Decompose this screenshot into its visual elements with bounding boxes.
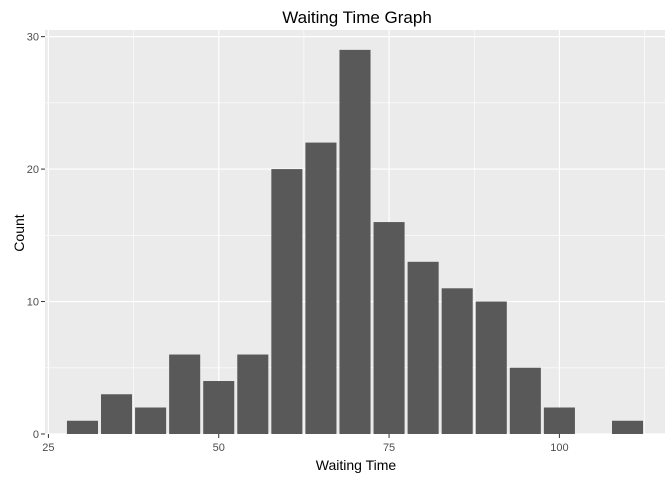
x-axis-title: Waiting Time xyxy=(316,457,397,473)
y-axis: 0 10 20 30 xyxy=(27,32,45,441)
bar xyxy=(135,407,167,434)
chart-title: Waiting Time Graph xyxy=(282,8,432,27)
y-tick-label: 0 xyxy=(33,429,39,441)
bar xyxy=(407,261,439,434)
bar xyxy=(203,381,235,434)
y-tick-label: 10 xyxy=(27,297,39,309)
bar xyxy=(169,354,201,434)
bar xyxy=(373,222,405,434)
bar xyxy=(475,301,507,434)
bars xyxy=(66,49,644,435)
y-tick-label: 30 xyxy=(27,32,39,44)
bar xyxy=(339,49,371,435)
bar xyxy=(101,394,133,434)
bar xyxy=(509,367,541,434)
x-tick-label: 75 xyxy=(383,442,395,454)
bar xyxy=(271,169,303,434)
bar xyxy=(305,142,337,435)
bar xyxy=(66,420,99,434)
bar xyxy=(543,407,575,434)
x-tick-label: 25 xyxy=(42,442,54,454)
bar xyxy=(611,420,644,434)
bar xyxy=(237,354,269,434)
x-tick-label: 50 xyxy=(213,442,225,454)
x-axis: 25 50 75 100 xyxy=(42,434,569,454)
y-axis-title: Count xyxy=(11,214,27,251)
y-tick-label: 20 xyxy=(27,164,39,176)
bar xyxy=(441,288,473,434)
x-tick-label: 100 xyxy=(550,442,568,454)
